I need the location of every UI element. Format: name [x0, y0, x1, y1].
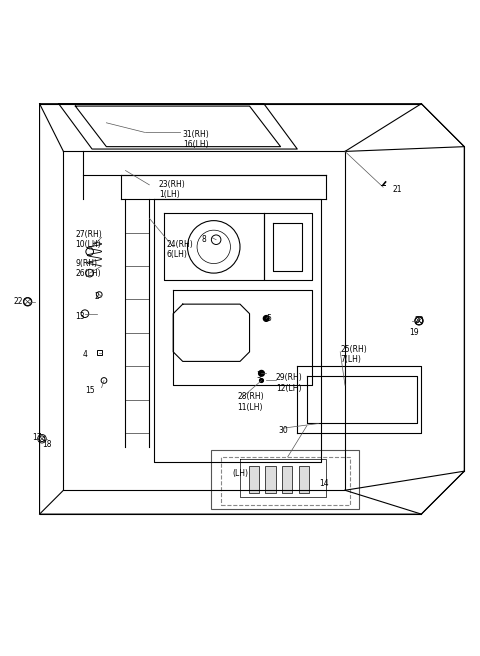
Text: 31(RH)
16(LH): 31(RH) 16(LH)	[183, 130, 209, 149]
Text: 17: 17	[33, 433, 42, 442]
Text: 29(RH)
12(LH): 29(RH) 12(LH)	[276, 373, 302, 392]
Text: 9(RH)
26(LH): 9(RH) 26(LH)	[75, 258, 101, 278]
Text: 27(RH)
10(LH): 27(RH) 10(LH)	[75, 230, 102, 249]
Text: 2: 2	[95, 293, 99, 302]
Text: 14: 14	[319, 479, 328, 487]
Text: 4: 4	[83, 350, 87, 359]
Circle shape	[259, 371, 264, 376]
Text: 24(RH)
6(LH): 24(RH) 6(LH)	[166, 239, 193, 259]
Bar	[211, 450, 360, 509]
Bar	[282, 466, 292, 493]
Text: 25(RH)
7(LH): 25(RH) 7(LH)	[340, 344, 367, 364]
Text: 30: 30	[278, 426, 288, 435]
Bar	[299, 466, 309, 493]
Bar	[249, 466, 259, 493]
Text: 23(RH)
1(LH): 23(RH) 1(LH)	[159, 180, 186, 199]
Text: 13: 13	[75, 312, 85, 321]
Bar	[265, 466, 276, 493]
Bar	[97, 350, 102, 355]
Text: (LH): (LH)	[233, 469, 249, 478]
Text: 21: 21	[393, 185, 402, 194]
Text: 22: 22	[13, 297, 23, 306]
Text: 18: 18	[42, 440, 51, 449]
Text: 15: 15	[85, 386, 95, 394]
Text: 8: 8	[202, 236, 206, 244]
Text: 20: 20	[414, 316, 424, 325]
Circle shape	[264, 316, 269, 321]
Text: 5: 5	[266, 314, 271, 323]
Bar	[221, 457, 350, 504]
Circle shape	[260, 379, 264, 382]
Text: 28(RH)
11(LH): 28(RH) 11(LH)	[238, 392, 264, 412]
Text: 19: 19	[409, 328, 419, 337]
Text: 3: 3	[257, 371, 262, 380]
